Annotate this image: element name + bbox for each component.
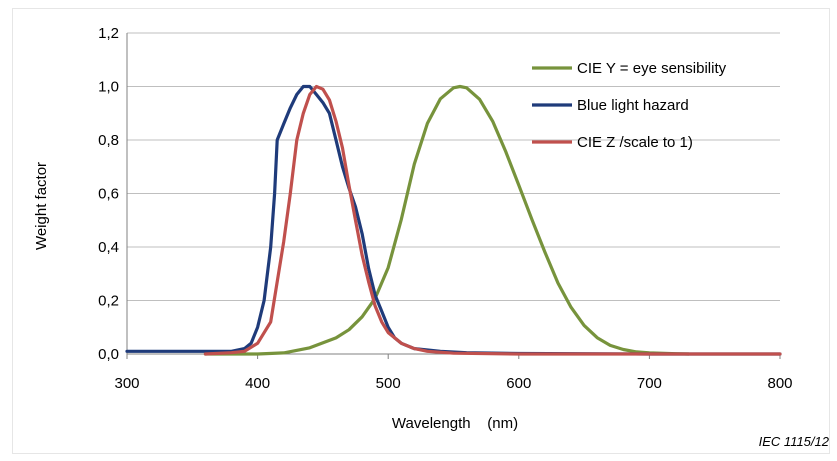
- gridlines: [127, 32, 780, 355]
- series-line: [125, 84, 782, 356]
- legend: CIE Y = eye sensibility Blue light hazard…: [532, 60, 727, 151]
- chart-frame: [12, 8, 830, 454]
- x-tick-label: 300: [114, 375, 139, 392]
- x-tick-label: 400: [245, 375, 270, 392]
- x-tick-label: 700: [637, 375, 662, 392]
- y-tick-label: 1,0: [98, 79, 119, 96]
- y-axis-title: Weight factor: [33, 162, 50, 250]
- legend-label: Blue light hazard: [577, 97, 689, 114]
- y-tick-label: 0,6: [98, 186, 119, 203]
- axes: 0,0 0,2 0,4 0,6 0,8 1,0 1,2 300 400 500 600 700 800: [98, 25, 792, 392]
- y-tick-label: 0,2: [98, 293, 119, 310]
- legend-label: CIE Y = eye sensibility: [577, 60, 727, 77]
- x-tick-label: 600: [506, 375, 531, 392]
- series-line: [203, 84, 691, 356]
- footer-note: IEC 1115/12: [758, 434, 829, 449]
- series-line: [203, 84, 782, 356]
- y-tick-label: 1,2: [98, 25, 119, 42]
- y-tick-label: 0,8: [98, 132, 119, 149]
- y-tick-label: 0,4: [98, 239, 119, 256]
- x-tick-label: 500: [376, 375, 401, 392]
- x-tick-label: 800: [767, 375, 792, 392]
- legend-label: CIE Z /scale to 1): [577, 134, 693, 151]
- y-tick-label: 0,0: [98, 346, 119, 363]
- series-group: [125, 84, 782, 356]
- x-axis-title: Wavelength (nm): [392, 415, 518, 432]
